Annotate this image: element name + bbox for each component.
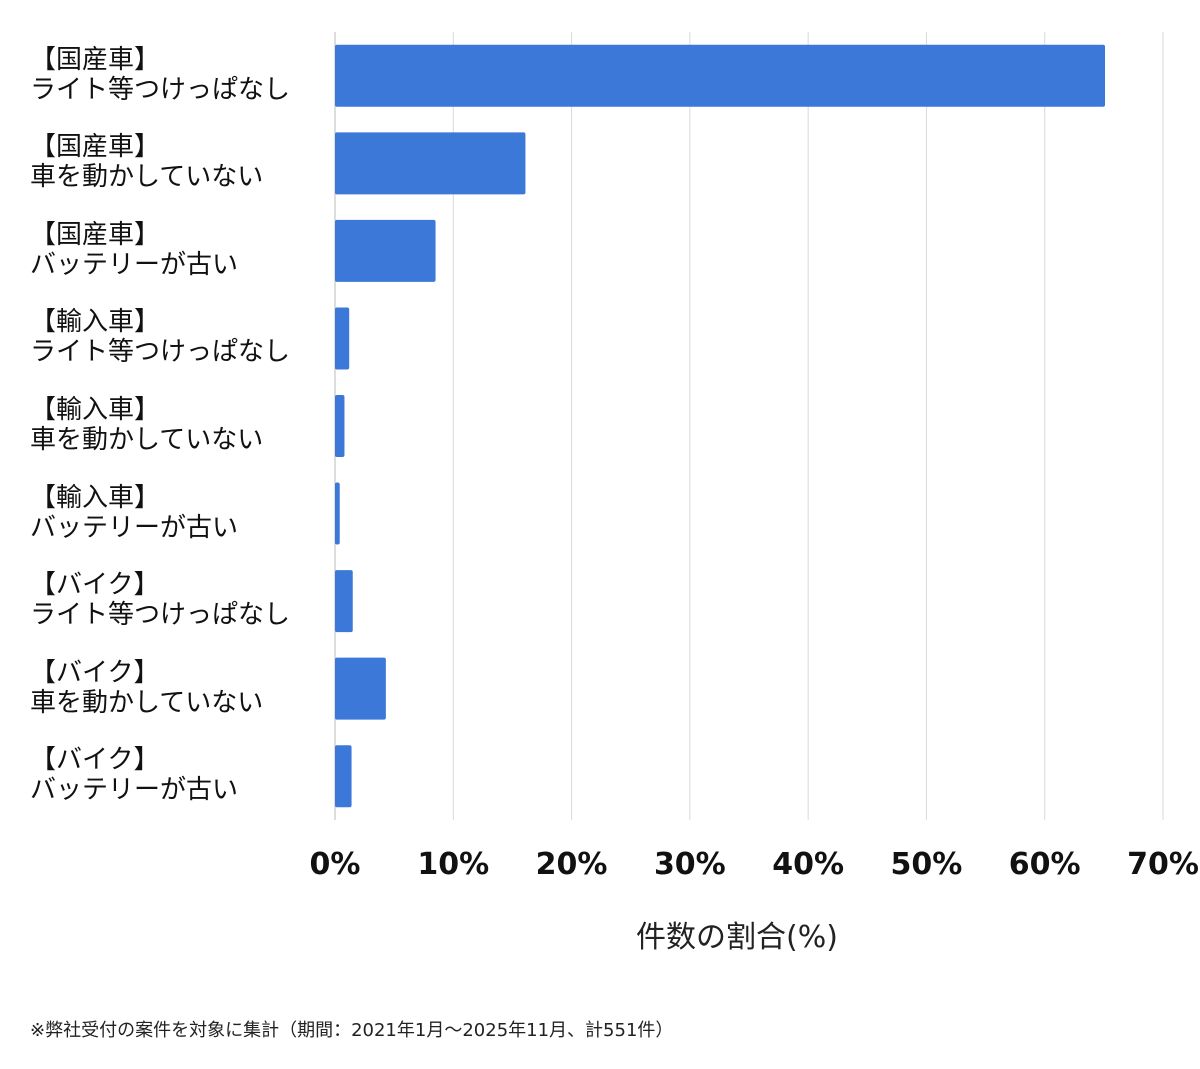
bar bbox=[335, 132, 526, 195]
y-tick-label: 【輸入車】 車を動かしていない bbox=[30, 395, 264, 455]
footnote: ※弊社受付の案件を対象に集計（期間：2021年1月～2025年11月、計551件… bbox=[30, 1020, 674, 1041]
x-tick-label: 60% bbox=[1009, 847, 1081, 882]
y-tick-label: 【国産車】 ライト等つけっぱなし bbox=[30, 44, 291, 105]
x-tick-label: 50% bbox=[891, 847, 963, 882]
y-tick-label: 【輸入車】 バッテリーが古い bbox=[30, 482, 239, 543]
bar bbox=[335, 44, 1106, 107]
x-tick-label: 40% bbox=[772, 847, 844, 882]
y-tick-label: 【国産車】 バッテリーが古い bbox=[30, 219, 239, 280]
bar bbox=[335, 395, 345, 457]
bar bbox=[335, 219, 436, 282]
x-tick-label: 10% bbox=[417, 847, 489, 882]
x-tick-label: 30% bbox=[654, 847, 726, 882]
bar bbox=[335, 657, 386, 720]
x-tick-label: 20% bbox=[536, 847, 608, 882]
y-tick-label: 【国産車】 車を動かしていない bbox=[30, 132, 264, 193]
y-tick-label: 【輸入車】 ライト等つけっぱなし bbox=[30, 307, 291, 368]
x-axis-title: 件数の割合(%) bbox=[636, 920, 838, 955]
bar bbox=[335, 570, 353, 633]
x-tick-label: 70% bbox=[1127, 847, 1199, 882]
y-tick-label: 【バイク】 ライト等つけっぱなし bbox=[30, 570, 291, 631]
y-tick-label: 【バイク】 バッテリーが古い bbox=[30, 745, 239, 806]
y-tick-label: 【バイク】 車を動かしていない bbox=[30, 657, 264, 718]
x-tick-label: 0% bbox=[310, 847, 361, 882]
bar bbox=[335, 307, 350, 370]
bar bbox=[335, 745, 352, 808]
bar bbox=[335, 482, 340, 545]
